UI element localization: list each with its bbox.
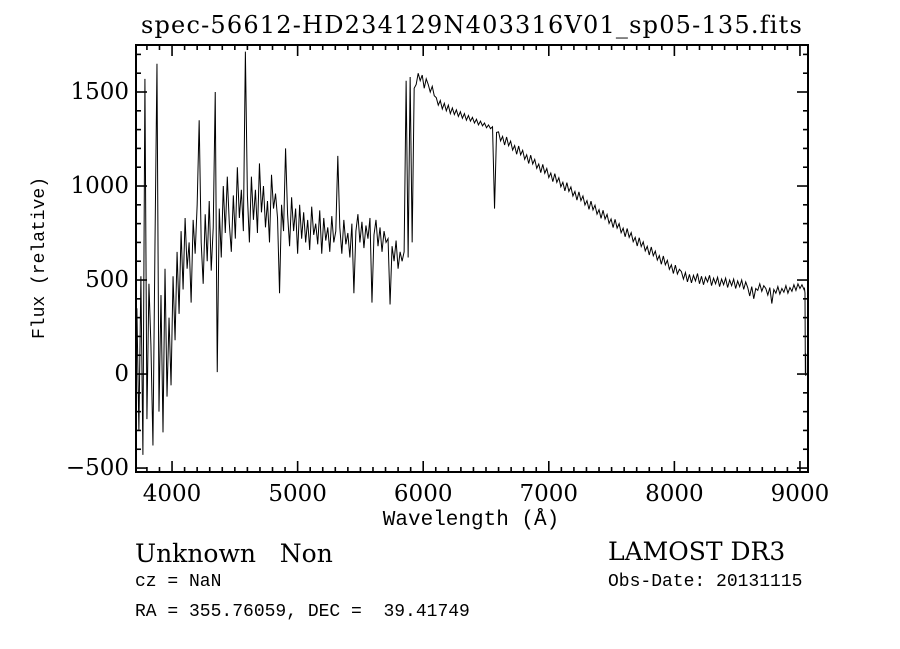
y-axis-label: Flux (relative) bbox=[30, 176, 50, 340]
plot-title: spec-56612-HD234129N403316V01_sp05-135.f… bbox=[140, 11, 804, 39]
plot-frame bbox=[135, 44, 809, 473]
x-axis-label: Wavelength (Å) bbox=[382, 509, 560, 532]
classification-text: Unknown Non bbox=[135, 539, 333, 568]
y-tick-label: 1500 bbox=[70, 79, 129, 105]
ra-dec-text: RA = 355.76059, DEC = 39.41749 bbox=[135, 602, 470, 622]
cz-value-text: cz = NaN bbox=[135, 572, 222, 592]
x-tick-label: 5000 bbox=[268, 481, 327, 507]
survey-release-text: LAMOST DR3 bbox=[608, 537, 786, 566]
x-tick-label: 7000 bbox=[519, 481, 579, 507]
obs-date-text: Obs-Date: 20131115 bbox=[608, 572, 803, 592]
x-tick-label: 9000 bbox=[770, 481, 830, 507]
y-tick-label: 500 bbox=[85, 267, 129, 294]
x-tick-label: 4000 bbox=[142, 481, 202, 507]
x-tick-label: 6000 bbox=[393, 481, 453, 507]
y-tick-label: 0 bbox=[114, 361, 129, 388]
y-tick-label: −500 bbox=[65, 455, 129, 482]
x-tick-label: 8000 bbox=[645, 481, 704, 507]
spectrum-line bbox=[136, 51, 807, 455]
y-tick-label: 1000 bbox=[70, 173, 129, 200]
